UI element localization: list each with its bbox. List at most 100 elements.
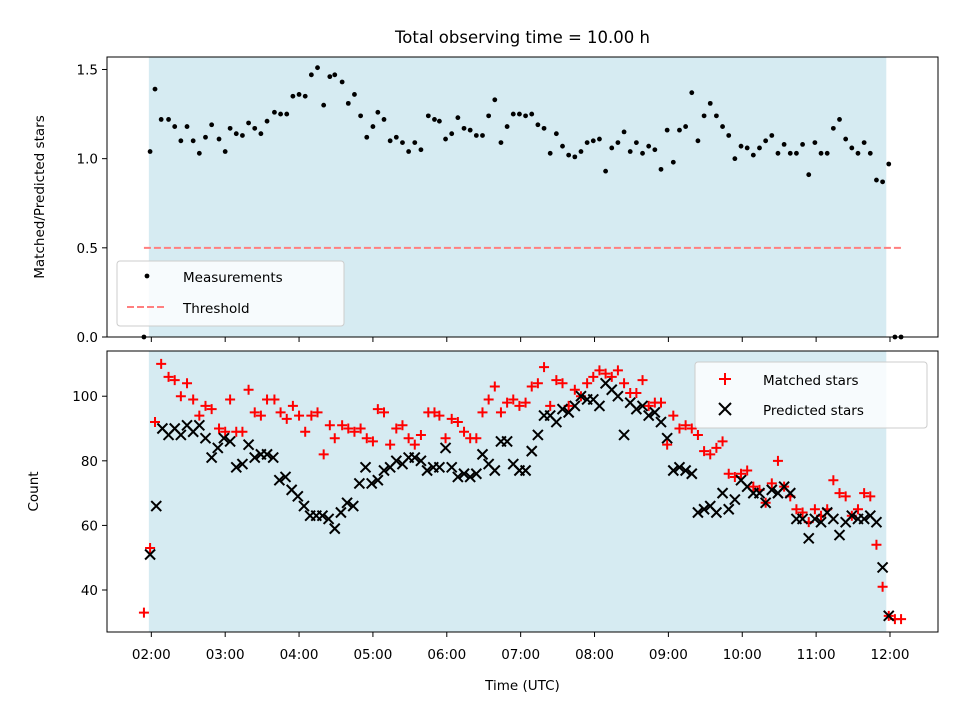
matched-star-point (471, 433, 482, 444)
matched-star-point (169, 375, 180, 386)
measurement-point (400, 140, 405, 146)
measurement-point (646, 143, 652, 149)
predicted-star-point (569, 400, 581, 412)
ratio-x-axis (150, 337, 891, 342)
measurement-point (590, 138, 596, 144)
count-y-axis-label: Count (26, 471, 42, 511)
measurement-point (615, 140, 621, 146)
measurement-point (339, 79, 345, 85)
matched-star-point (300, 426, 311, 437)
matched-star-point (656, 397, 666, 408)
predicted-star-point (476, 448, 489, 461)
measurement-point (818, 150, 824, 156)
matched-star-point (742, 465, 753, 476)
matched-star-point (692, 429, 703, 440)
measurement-point (375, 109, 381, 115)
predicted-star-point (433, 461, 446, 473)
count-legend: Matched stars Predicted stars (694, 361, 928, 429)
legend-measurements-marker (144, 273, 150, 279)
measurement-point (560, 143, 565, 149)
measurement-point (701, 113, 707, 119)
measurement-point (406, 149, 412, 154)
predicted-star-point (298, 500, 310, 512)
measurement-point (290, 93, 296, 99)
matched-star-point (508, 394, 519, 405)
measurement-point (670, 159, 676, 165)
predicted-star-point (692, 506, 704, 519)
measurement-point (781, 141, 787, 147)
predicted-star-point (365, 477, 378, 490)
measurement-point (302, 93, 308, 99)
measurement-point (418, 147, 424, 153)
predicted-star-point (753, 487, 766, 499)
measurement-point (763, 138, 769, 144)
matched-star-point (686, 423, 697, 434)
predicted-star-point (212, 442, 224, 454)
measurement-point (203, 134, 208, 140)
predicted-star-point (686, 468, 698, 480)
matched-star-point (379, 407, 389, 418)
matched-star-point (791, 504, 802, 515)
x-tick-label: 10:00 (723, 647, 762, 663)
matched-star-point (520, 397, 531, 408)
matched-star-point (877, 581, 888, 592)
measurement-point (547, 150, 553, 156)
measurement-point (572, 154, 578, 160)
measurement-point (566, 152, 572, 158)
matched-star-point (434, 410, 445, 421)
matched-star-point (409, 439, 420, 450)
measurement-point (640, 150, 645, 156)
ratio-y-axis-label: Matched/Predicted stars (32, 115, 48, 278)
predicted-star-point (673, 461, 686, 473)
measurement-point (658, 166, 664, 172)
measurement-point (480, 133, 485, 138)
measurement-point (252, 125, 258, 131)
matched-star-point (766, 478, 777, 489)
matched-star-point (852, 504, 863, 515)
measurement-point (689, 90, 695, 96)
matched-star-point (557, 378, 568, 389)
matched-star-point (723, 468, 734, 479)
matched-star-point (397, 420, 408, 431)
measurement-point (553, 131, 559, 137)
measurement-point (296, 92, 302, 97)
matched-star-point (337, 420, 348, 431)
measurement-point (227, 125, 233, 131)
measurement-point (843, 136, 849, 142)
measurement-point (517, 111, 522, 117)
matched-star-point (220, 426, 231, 437)
measurement-point (345, 100, 351, 106)
matched-star-point (156, 358, 167, 369)
predicted-star-point (439, 442, 452, 454)
predicted-star-point (193, 419, 206, 431)
measurement-point (184, 124, 190, 129)
measurement-point (800, 141, 805, 147)
predicted-star-point (292, 490, 304, 503)
measurement-point (498, 140, 504, 146)
predicted-star-point (236, 458, 249, 470)
measurement-point (621, 129, 627, 135)
matched-star-point (705, 449, 716, 460)
measurement-point (461, 125, 467, 131)
measurement-point (683, 124, 689, 129)
predicted-star-point (858, 513, 870, 525)
measurement-point (726, 133, 732, 138)
predicted-star-point (347, 500, 359, 512)
measurement-point (757, 145, 762, 151)
matched-star-point (349, 426, 360, 437)
count-plot-frame (106, 350, 939, 633)
ratio-plot-marks (141, 65, 904, 340)
matched-star-point (680, 420, 691, 431)
predicted-star-point (489, 464, 501, 477)
y-tick-label: 40 (81, 583, 98, 599)
predicted-star-point (870, 516, 883, 528)
matched-star-point (459, 426, 470, 437)
matched-star-point (600, 368, 611, 379)
predicted-star-point (458, 468, 470, 480)
matched-star-point (355, 423, 366, 434)
predicted-star-point (230, 461, 242, 473)
predicted-star-point (144, 548, 156, 561)
legend-matched-marker (719, 373, 731, 385)
matched-star-point (281, 413, 292, 424)
matched-star-point (612, 365, 623, 376)
